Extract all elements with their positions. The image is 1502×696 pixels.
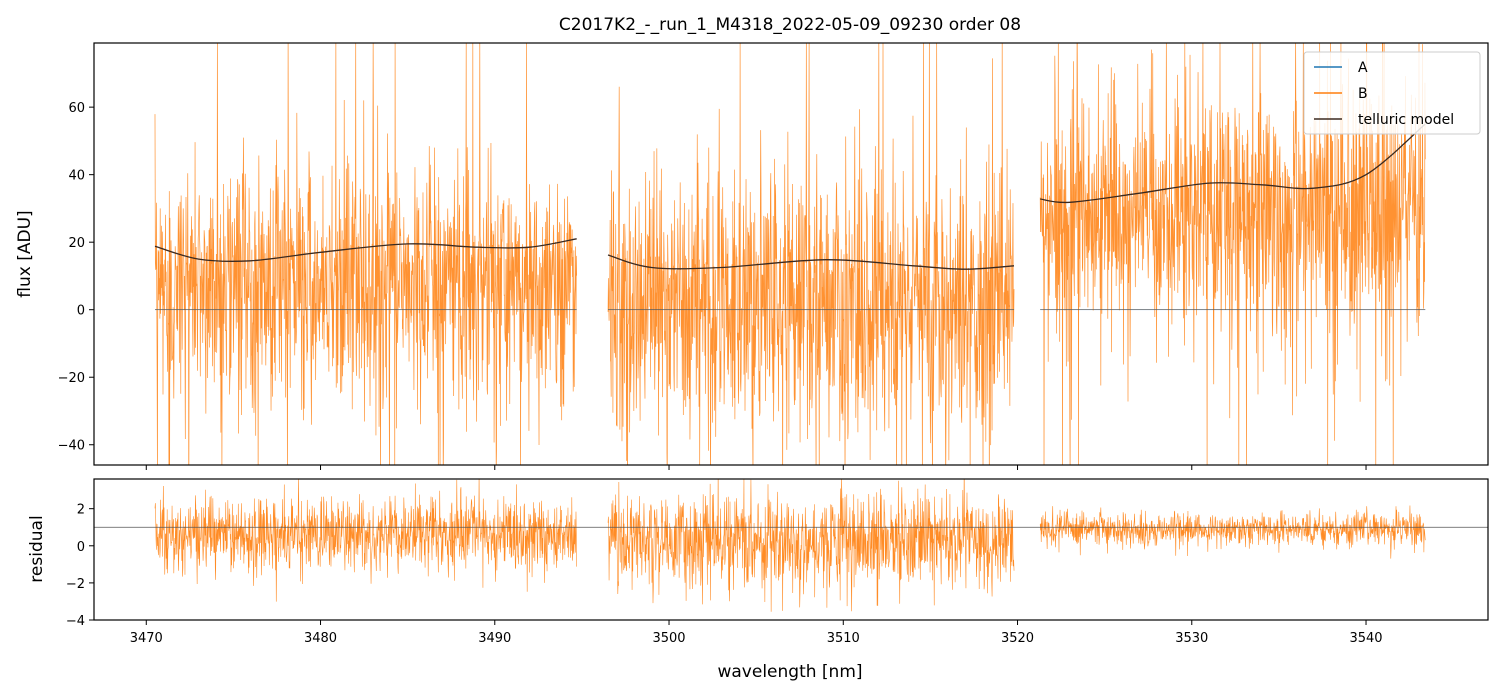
flux-y-tick-label: −40 (58, 439, 85, 454)
flux-y-tick-label: 40 (68, 169, 85, 184)
residual-b-segment-3 (1039, 505, 1426, 559)
x-tick-label: 3540 (1349, 631, 1382, 646)
residual-y-label: residual (27, 515, 47, 582)
flux-plot-area (154, 43, 1426, 465)
series-b-segment-3 (1039, 43, 1426, 465)
legend-a-label: A (1358, 60, 1368, 76)
residual-b-segment-2 (607, 479, 1015, 612)
flux-y-tick-label: 20 (68, 236, 85, 251)
flux-y-tick-label: 0 (77, 304, 85, 319)
x-tick-label: 3500 (652, 631, 685, 646)
residual-y-tick-label: 2 (77, 503, 85, 518)
x-tick-label: 3520 (1001, 631, 1034, 646)
flux-panel: −40 −20 0 20 40 60 flux [ADU] A B telluric mo… (15, 42, 1489, 470)
flux-y-label: flux [ADU] (15, 210, 35, 297)
residual-y-tick-label: 0 (77, 540, 85, 555)
telluric-model-segment-3 (1040, 123, 1426, 204)
flux-axes-frame (93, 42, 1489, 466)
x-tick-label: 3470 (130, 631, 163, 646)
residual-b-segment-1 (154, 479, 577, 602)
x-tick-label: 3530 (1175, 631, 1208, 646)
flux-y-tick-label: 60 (68, 101, 85, 116)
legend-frame (1303, 51, 1481, 135)
legend: A B telluric model (1303, 51, 1481, 135)
legend-b-label: B (1358, 86, 1368, 102)
x-tick-label: 3510 (827, 631, 860, 646)
residual-plot-area (94, 479, 1488, 612)
x-axis-label: wavelength [nm] (717, 662, 862, 682)
residual-y-tick-label: −4 (66, 614, 85, 629)
series-b-segment-1 (154, 43, 578, 465)
chart-title: C2017K2_-_run_1_M4318_2022-05-09_09230 o… (559, 15, 1021, 35)
flux-y-tick-label: −20 (58, 371, 85, 386)
x-tick-label: 3490 (478, 631, 511, 646)
flux-y-ticks: −40 −20 0 20 40 60 (58, 101, 94, 454)
residual-panel: −4−202 3470 3480 3490 3500 3510 3520 3530 3540 … (27, 478, 1489, 682)
telluric-model-segment-2 (607, 254, 1015, 270)
series-b-segment-2 (607, 43, 1015, 465)
residual-y-tick-label: −2 (66, 577, 85, 592)
residual-y-ticks: −4 −2 0 2 (66, 503, 94, 629)
x-tick-label: 3480 (304, 631, 337, 646)
residual-x-ticks: 3470 3480 3490 3500 3510 3520 3530 3540 (130, 620, 1383, 646)
residual-axes-frame (93, 478, 1489, 621)
telluric-model-segment-1 (154, 238, 577, 263)
flux-x-ticks (145, 465, 1367, 470)
legend-model-label: telluric model (1358, 112, 1454, 128)
